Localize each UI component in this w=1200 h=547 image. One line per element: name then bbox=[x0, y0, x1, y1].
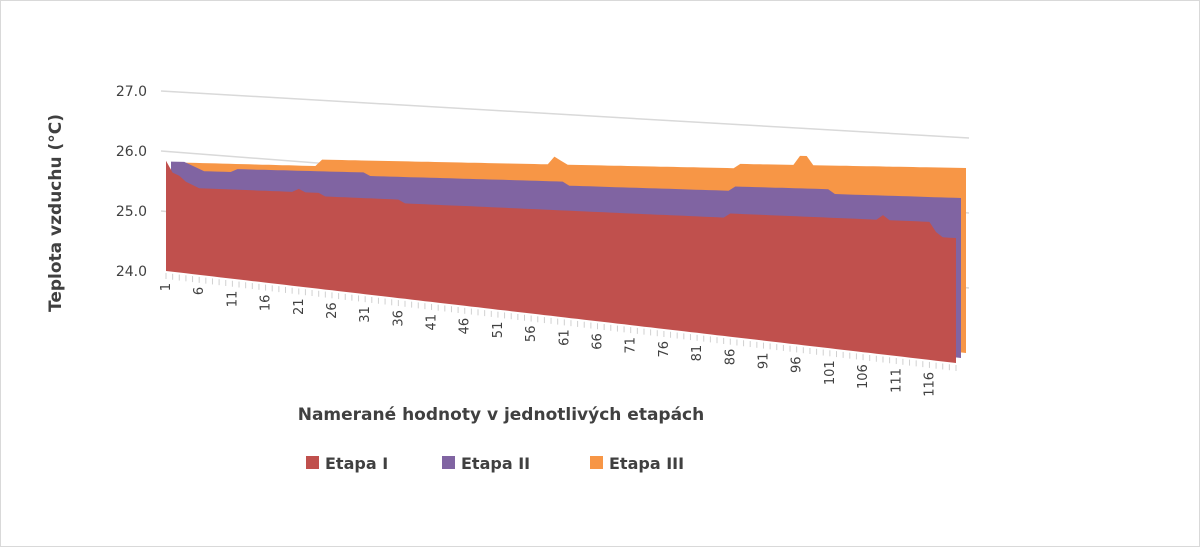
x-tick-label: 71 bbox=[624, 337, 639, 354]
legend-label: Etapa III bbox=[609, 454, 684, 473]
x-tick-label: 36 bbox=[391, 310, 406, 327]
x-tick-label: 96 bbox=[790, 356, 805, 373]
x-tick-label: 26 bbox=[325, 302, 340, 319]
x-tick-label: 106 bbox=[856, 364, 871, 389]
gridline bbox=[160, 90, 970, 139]
x-tick-label: 61 bbox=[557, 329, 572, 346]
x-tick-label: 41 bbox=[425, 314, 440, 331]
legend-swatch bbox=[306, 456, 319, 469]
x-tick-label: 16 bbox=[259, 295, 274, 312]
x-tick-label: 31 bbox=[358, 306, 373, 323]
x-tick-label: 91 bbox=[756, 353, 771, 370]
x-tick-label: 81 bbox=[690, 345, 705, 362]
x-tick-label: 66 bbox=[591, 333, 606, 350]
y-axis-title: Teplota vzduchu (°C) bbox=[46, 114, 66, 312]
x-axis-title: Namerané hodnoty v jednotlivých etapách bbox=[298, 405, 705, 425]
x-tick-label: 1 bbox=[159, 283, 174, 291]
x-tick-label: 111 bbox=[889, 368, 904, 393]
x-tick-label: 21 bbox=[292, 298, 307, 315]
x-axis: 1 6 11 16 21 26 31 36 41 46 51 56 61 66 71 76 81 86 91 96 10… bbox=[159, 273, 957, 397]
legend-label: Etapa II bbox=[461, 454, 530, 473]
x-tick-label: 56 bbox=[524, 326, 539, 343]
legend-label: Etapa I bbox=[325, 454, 388, 473]
x-tick-label: 76 bbox=[657, 341, 672, 358]
area-series-1 bbox=[166, 160, 956, 363]
x-tick-label: 116 bbox=[922, 372, 937, 397]
y-axis-ticks: 24.0 25.0 26.0 27.0 bbox=[116, 84, 147, 280]
series-areas bbox=[166, 155, 966, 363]
y-tick-label: 24.0 bbox=[116, 264, 147, 280]
x-tick-label: 86 bbox=[723, 349, 738, 366]
legend-swatch bbox=[590, 456, 603, 469]
y-tick-label: 26.0 bbox=[116, 144, 147, 160]
legend-swatch bbox=[442, 456, 455, 469]
x-tick-label: 6 bbox=[192, 287, 207, 295]
y-tick-label: 27.0 bbox=[116, 84, 147, 100]
x-tick-label: 101 bbox=[823, 360, 838, 385]
legend: Etapa I Etapa II Etapa III bbox=[306, 454, 684, 473]
x-tick-label: 11 bbox=[225, 291, 240, 308]
x-tick-label: 46 bbox=[458, 318, 473, 335]
x-tick-label: 51 bbox=[491, 322, 506, 339]
y-tick-label: 25.0 bbox=[116, 204, 147, 220]
